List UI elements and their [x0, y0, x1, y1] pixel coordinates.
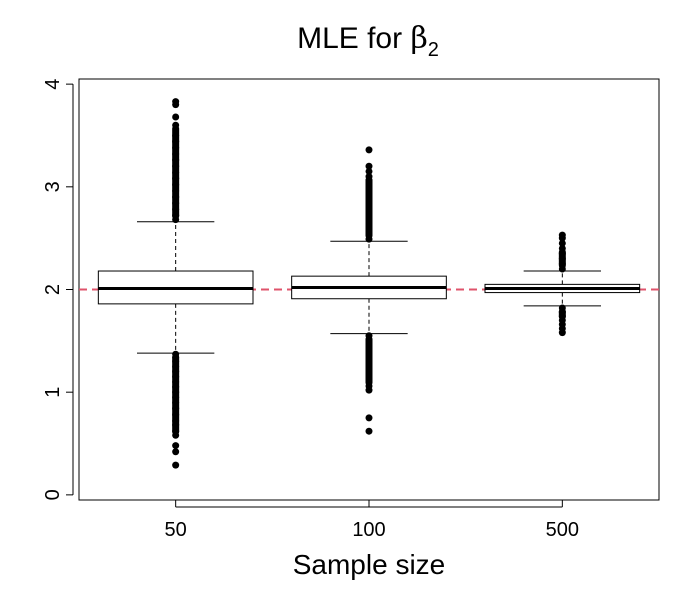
outlier-band-low [558, 307, 566, 321]
outlier-point [365, 146, 373, 154]
outlier-band-high [172, 125, 180, 220]
outlier-band-low [365, 335, 373, 387]
outlier-point [172, 461, 180, 469]
outlier-point [365, 167, 373, 175]
outlier-point [558, 231, 566, 239]
boxes-group [97, 98, 641, 469]
y-tick-label: 4 [42, 79, 64, 90]
outlier-point [365, 162, 373, 170]
outlier-band-high [558, 248, 566, 269]
x-axis-tick-labels: 50 100 500 [165, 500, 579, 541]
y-tick-label: 1 [42, 387, 64, 398]
outlier-point [172, 113, 180, 121]
chart-title-text: MLE for [297, 22, 410, 55]
chart-title-subscript: 2 [428, 39, 439, 61]
outlier-band-high [365, 176, 373, 240]
x-tick-label: 50 [165, 519, 187, 541]
outlier-point [558, 239, 566, 247]
x-axis-label: Sample size [293, 549, 446, 580]
y-axis: 0 1 2 3 4 [42, 79, 74, 500]
chart-title-symbol: β [410, 21, 427, 56]
box-50 [97, 98, 254, 469]
outlier-band-low [172, 354, 180, 436]
box-100 [291, 146, 447, 435]
outlier-point [172, 448, 180, 456]
outlier-point [172, 98, 180, 106]
box-500 [484, 231, 641, 337]
outlier-point [365, 427, 373, 435]
outlier-point [365, 414, 373, 422]
chart-title: MLE for β2 [297, 21, 439, 61]
outlier-point [172, 442, 180, 450]
x-tick-label: 100 [352, 519, 385, 541]
y-tick-label: 0 [42, 489, 64, 500]
y-tick-label: 3 [42, 181, 64, 192]
y-tick-label: 2 [42, 284, 64, 295]
x-tick-label: 500 [546, 519, 579, 541]
